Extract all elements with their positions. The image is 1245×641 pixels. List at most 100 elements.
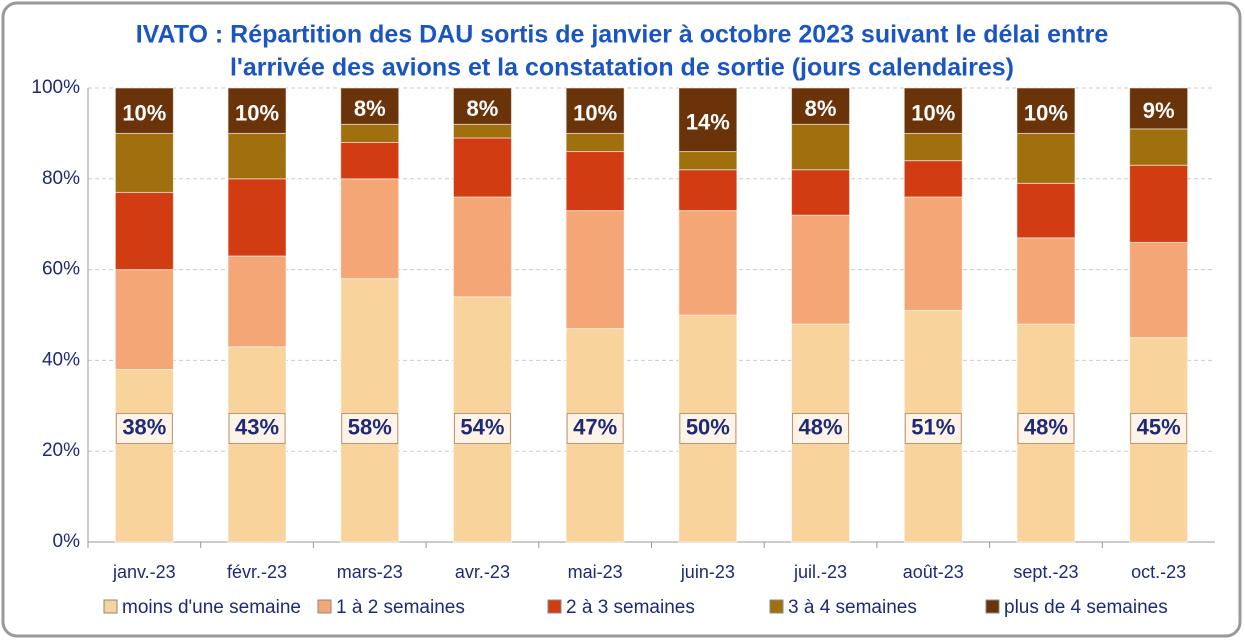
bar-segment — [678, 87, 738, 153]
data-label: 45% — [1137, 414, 1181, 439]
bar-segment — [678, 210, 738, 316]
data-label-box — [228, 413, 286, 444]
y-tick-label: 40% — [42, 349, 80, 370]
legend-swatch — [769, 599, 784, 614]
legend-swatch — [985, 599, 1000, 614]
bar-segment — [227, 178, 287, 257]
data-label: 38% — [122, 414, 166, 439]
bar-segment — [565, 87, 625, 134]
bar-segment — [1016, 132, 1076, 184]
bar-segment — [114, 87, 174, 134]
bar-segment — [678, 169, 738, 212]
legend-label: plus de 4 semaines — [1004, 597, 1168, 618]
legend-swatch — [103, 599, 118, 614]
data-label-box — [453, 413, 511, 444]
bar-segment — [791, 214, 851, 325]
x-tick-label: mars-23 — [337, 562, 403, 582]
data-label: 10% — [1024, 101, 1068, 126]
data-label: 54% — [460, 414, 504, 439]
data-label-box — [904, 413, 962, 444]
bar-segment — [1129, 128, 1189, 166]
bar-segment — [340, 87, 400, 125]
bar-segment — [340, 178, 400, 280]
bar-segment — [791, 87, 851, 125]
data-label-box — [1017, 413, 1075, 444]
x-tick-label: mai-23 — [568, 562, 623, 582]
bar-segment — [903, 196, 963, 311]
bar-segment — [340, 141, 400, 180]
bar-segment — [678, 151, 738, 171]
bar-segment — [1016, 87, 1076, 134]
data-label-box — [679, 413, 737, 444]
data-label-box — [341, 413, 399, 444]
legend-label: 3 à 4 semaines — [788, 597, 917, 618]
data-label: 43% — [235, 414, 279, 439]
data-label: 50% — [686, 414, 730, 439]
bar-segment — [565, 132, 625, 153]
bar-segment — [452, 196, 512, 298]
bar-segment — [227, 132, 287, 180]
bar-segment — [227, 87, 287, 134]
bar-segment — [791, 123, 851, 171]
bar-segment — [452, 137, 512, 198]
data-label: 10% — [122, 101, 166, 126]
data-label: 51% — [911, 414, 955, 439]
y-tick-label: 20% — [42, 440, 80, 461]
data-label: 14% — [686, 110, 730, 135]
y-tick-label: 100% — [31, 77, 80, 98]
bar-segment — [114, 132, 174, 193]
bar-segment — [903, 132, 963, 162]
x-tick-label: avr.-23 — [455, 562, 510, 582]
data-label: 48% — [799, 414, 843, 439]
data-label: 9% — [1143, 98, 1175, 123]
bar-segment — [452, 87, 512, 125]
legend-label: 2 à 3 semaines — [566, 597, 695, 618]
chart-title: IVATO : Répartition des DAU sortis de ja… — [136, 21, 1109, 49]
x-tick-label: août-23 — [903, 562, 964, 582]
data-label: 10% — [911, 101, 955, 126]
data-label-box — [792, 413, 850, 444]
bar-segment — [1016, 182, 1076, 239]
bar-segment — [114, 368, 174, 543]
bar-segment — [1016, 237, 1076, 325]
bar-segment — [565, 210, 625, 330]
y-tick-label: 80% — [42, 168, 80, 189]
data-label: 58% — [348, 414, 392, 439]
bar-segment — [227, 255, 287, 348]
data-label: 10% — [573, 101, 617, 126]
data-label: 48% — [1024, 414, 1068, 439]
bar-segment — [340, 123, 400, 143]
x-tick-label: sept.-23 — [1013, 562, 1078, 582]
bar-segment — [114, 269, 174, 370]
data-label: 8% — [805, 96, 837, 121]
bar-segment — [227, 346, 287, 543]
bar-segment — [565, 151, 625, 212]
bar-segment — [1129, 87, 1189, 130]
x-tick-label: juin-23 — [680, 562, 735, 582]
data-label-box — [115, 413, 173, 444]
legend-label: moins d'une semaine — [122, 597, 301, 618]
x-tick-label: janv.-23 — [112, 562, 176, 582]
data-label: 8% — [354, 96, 386, 121]
bar-segment — [903, 160, 963, 198]
bar-segment — [1129, 164, 1189, 243]
legend-swatch — [317, 599, 332, 614]
y-tick-label: 60% — [42, 259, 80, 280]
data-label: 8% — [467, 96, 499, 121]
data-label-box — [566, 413, 624, 444]
bar-segment — [903, 87, 963, 134]
legend-label: 1 à 2 semaines — [336, 597, 465, 618]
chart-title: l'arrivée des avions et la constatation … — [230, 54, 1014, 82]
legend-swatch — [547, 599, 562, 614]
y-tick-label: 0% — [53, 531, 81, 552]
bar-segment — [340, 278, 400, 543]
data-label: 10% — [235, 101, 279, 126]
bar-segment — [452, 123, 512, 139]
x-tick-label: févr.-23 — [227, 562, 287, 582]
x-tick-label: juil.-23 — [793, 562, 847, 582]
bar-segment — [791, 169, 851, 216]
x-tick-label: oct.-23 — [1131, 562, 1186, 582]
bar-segment — [114, 191, 174, 271]
